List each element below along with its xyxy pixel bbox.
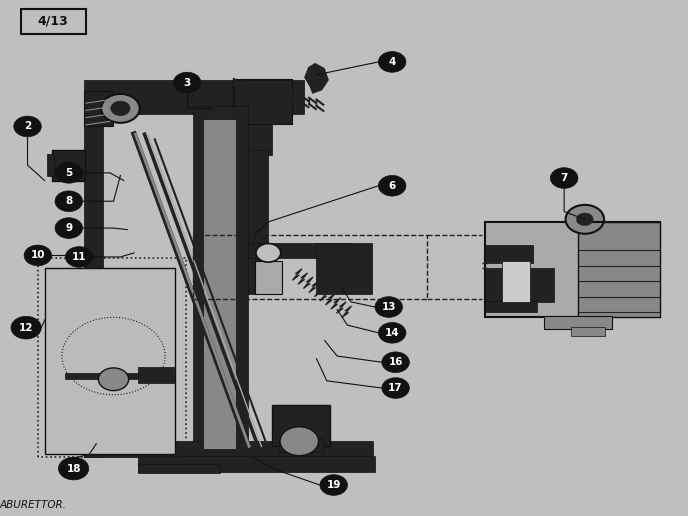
Bar (502, 261, 530, 302)
Text: 17: 17 (388, 383, 403, 393)
Circle shape (550, 168, 578, 188)
Bar (52, 150, 85, 181)
Text: 4/13: 4/13 (38, 14, 68, 27)
Circle shape (101, 94, 140, 123)
Bar (578, 222, 660, 317)
Text: 6: 6 (389, 181, 396, 191)
Text: 5: 5 (65, 168, 72, 178)
Text: 14: 14 (385, 328, 400, 338)
Bar (84, 80, 304, 114)
Circle shape (382, 378, 409, 398)
Bar (138, 456, 375, 472)
Bar (234, 80, 292, 124)
Text: 9: 9 (65, 223, 72, 233)
Bar (485, 268, 554, 302)
Circle shape (378, 175, 406, 196)
Text: 18: 18 (66, 463, 81, 474)
Bar (47, 154, 54, 176)
Bar (485, 301, 537, 312)
Circle shape (577, 213, 593, 225)
Text: 13: 13 (381, 302, 396, 312)
Bar (485, 222, 660, 317)
Bar (84, 441, 373, 457)
Polygon shape (304, 63, 329, 94)
Bar (316, 243, 372, 294)
Text: 19: 19 (327, 480, 341, 490)
Circle shape (55, 191, 83, 212)
Text: ABURETTOR.: ABURETTOR. (0, 500, 67, 510)
Bar (138, 464, 220, 473)
Bar (234, 80, 292, 124)
Text: 4: 4 (389, 57, 396, 67)
Bar (65, 373, 155, 379)
Text: 12: 12 (19, 322, 34, 333)
Bar (255, 261, 282, 294)
Circle shape (256, 244, 281, 262)
Circle shape (55, 163, 83, 183)
Circle shape (55, 218, 83, 238)
Circle shape (98, 368, 129, 391)
Bar (279, 439, 323, 452)
Text: 11: 11 (72, 252, 87, 262)
Bar (45, 268, 175, 454)
Bar (138, 367, 175, 383)
Bar (246, 80, 272, 155)
Bar (248, 150, 268, 294)
Bar (571, 327, 605, 336)
Bar (248, 243, 351, 258)
Circle shape (378, 322, 406, 343)
Circle shape (11, 316, 41, 339)
Circle shape (173, 72, 201, 93)
Circle shape (65, 247, 93, 267)
Circle shape (320, 475, 347, 495)
Text: 10: 10 (30, 250, 45, 261)
Circle shape (111, 101, 130, 116)
Bar (203, 119, 236, 449)
Circle shape (280, 427, 319, 456)
Text: 8: 8 (65, 196, 72, 206)
Circle shape (378, 52, 406, 72)
Circle shape (566, 205, 604, 234)
Bar (193, 106, 248, 457)
Circle shape (14, 116, 41, 137)
Text: 3: 3 (184, 77, 191, 88)
Bar (84, 91, 113, 126)
Bar (544, 316, 612, 329)
Bar (84, 95, 103, 457)
Circle shape (382, 352, 409, 373)
Bar (272, 405, 330, 446)
Circle shape (375, 297, 402, 317)
Text: 2: 2 (24, 121, 31, 132)
Bar (485, 245, 533, 263)
Text: 7: 7 (561, 173, 568, 183)
Text: 16: 16 (388, 357, 403, 367)
Circle shape (24, 245, 52, 266)
Bar (21, 9, 86, 34)
Circle shape (58, 457, 89, 480)
